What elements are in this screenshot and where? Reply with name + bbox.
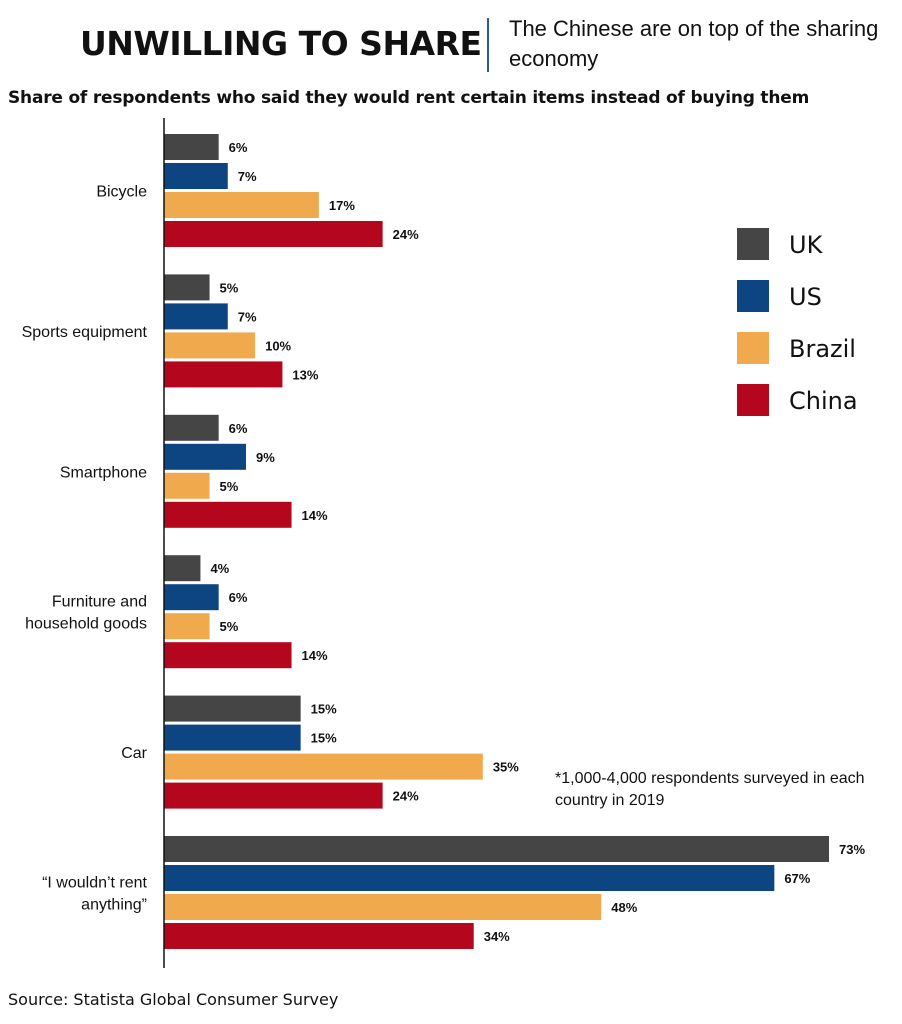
legend-label-uk: UK (789, 231, 823, 259)
value-label-car-brazil: 35% (493, 760, 519, 775)
category-label-furniture-and-household-goods: Furniture and household goods (25, 594, 147, 633)
bar-bicycle-us (164, 163, 228, 189)
headline: UNWILLING TO SHARE (80, 24, 482, 63)
bar-furniture-and-household-goods-brazil (164, 613, 210, 640)
footnote: *1,000-4,000 respondents surveyed in eac… (555, 770, 865, 809)
value-label-bicycle-us: 7% (238, 169, 257, 184)
bar-furniture-and-household-goods-china (164, 642, 292, 669)
value-label-car-uk: 15% (311, 702, 337, 717)
deck: The Chinese are on top of the sharing ec… (509, 16, 879, 71)
legend-swatch-uk (737, 228, 769, 260)
title-divider (487, 18, 489, 72)
legend-label-us: US (789, 283, 822, 311)
bar-car-us (164, 724, 301, 751)
value-label-car-us: 15% (311, 731, 337, 746)
value-label-bicycle-china: 24% (393, 227, 419, 242)
bar-furniture-and-household-goods-uk (164, 555, 201, 582)
legend-label-china: China (789, 387, 858, 415)
bar-sports-equipment-us (164, 303, 228, 330)
bar-i-wouldn-t-rent-anything-uk (164, 836, 829, 862)
category-label-car: Car (121, 745, 147, 762)
bar-i-wouldn-t-rent-anything-brazil (164, 894, 602, 920)
bar-smartphone-china (164, 501, 292, 528)
value-label-bicycle-uk: 6% (229, 140, 248, 155)
value-label-furniture-and-household-goods-china: 14% (302, 648, 328, 663)
bar-sports-equipment-uk (164, 274, 210, 301)
bar-i-wouldn-t-rent-anything-china (164, 923, 474, 949)
bar-sports-equipment-brazil (164, 332, 256, 359)
chart-subtitle: Share of respondents who said they would… (8, 88, 810, 108)
value-label-sports-equipment-china: 13% (292, 367, 318, 382)
value-label-i-wouldn-t-rent-anything-uk: 73% (839, 842, 865, 857)
bar-car-uk (164, 695, 301, 722)
value-label-smartphone-us: 9% (256, 450, 275, 465)
value-label-sports-equipment-brazil: 10% (265, 338, 291, 353)
value-label-smartphone-uk: 6% (229, 421, 248, 436)
value-label-i-wouldn-t-rent-anything-china: 34% (484, 929, 510, 944)
bar-smartphone-uk (164, 414, 219, 441)
category-label-i-wouldn-t-rent-anything: “I wouldn’t rent anything” (42, 875, 147, 914)
value-label-sports-equipment-uk: 5% (220, 280, 239, 295)
bar-smartphone-us (164, 443, 246, 470)
bar-car-brazil (164, 753, 483, 780)
value-label-bicycle-brazil: 17% (329, 198, 355, 213)
value-label-i-wouldn-t-rent-anything-brazil: 48% (611, 900, 637, 915)
bar-bicycle-brazil (164, 192, 319, 218)
bar-smartphone-brazil (164, 472, 210, 499)
value-label-furniture-and-household-goods-uk: 4% (210, 561, 229, 576)
bar-car-china (164, 782, 383, 809)
bar-i-wouldn-t-rent-anything-us (164, 865, 775, 891)
legend-swatch-china (737, 384, 769, 416)
value-label-i-wouldn-t-rent-anything-us: 67% (784, 871, 810, 886)
legend-label-brazil: Brazil (789, 335, 856, 363)
category-label-sports-equipment: Sports equipment (22, 324, 148, 341)
legend-swatch-brazil (737, 332, 769, 364)
source-line: Source: Statista Global Consumer Survey (8, 990, 339, 1009)
legend-swatch-us (737, 280, 769, 312)
category-label-bicycle: Bicycle (96, 184, 147, 201)
bar-bicycle-uk (164, 134, 219, 160)
bar-furniture-and-household-goods-us (164, 584, 219, 611)
bar-bicycle-china (164, 221, 383, 247)
value-label-furniture-and-household-goods-us: 6% (229, 590, 248, 605)
value-label-furniture-and-household-goods-brazil: 5% (220, 619, 239, 634)
value-label-sports-equipment-us: 7% (238, 309, 257, 324)
category-label-smartphone: Smartphone (60, 464, 147, 481)
value-label-smartphone-china: 14% (302, 508, 328, 523)
bar-sports-equipment-china (164, 361, 283, 388)
value-label-smartphone-brazil: 5% (220, 479, 239, 494)
value-label-car-china: 24% (393, 789, 419, 804)
